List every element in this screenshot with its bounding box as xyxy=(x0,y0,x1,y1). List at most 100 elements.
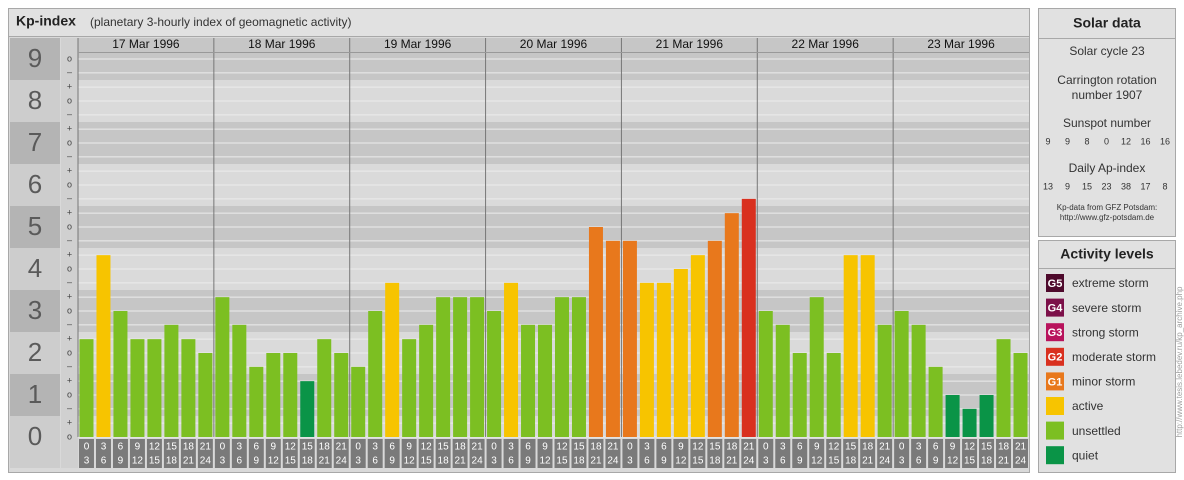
minor-tick-label: – xyxy=(67,109,72,119)
time-box xyxy=(214,439,230,468)
x-tick-label: 0 xyxy=(491,442,497,453)
bar xyxy=(402,339,417,437)
x-tick-label: 24 xyxy=(1015,456,1027,467)
sunspot-value: 16 xyxy=(1140,136,1150,146)
x-tick-label: 18 xyxy=(438,456,450,467)
bar xyxy=(809,297,824,437)
minor-column xyxy=(61,38,78,468)
x-tick-label: 15 xyxy=(421,456,433,467)
x-tick-label: 3 xyxy=(101,442,107,453)
time-box xyxy=(622,439,638,468)
bar xyxy=(673,269,688,437)
minor-tick-label: + xyxy=(67,124,72,134)
x-tick-label: 21 xyxy=(726,456,738,467)
minor-tick-label: + xyxy=(67,250,72,260)
time-box xyxy=(673,439,689,468)
minor-tick-label: o xyxy=(67,347,72,357)
x-tick-label: 6 xyxy=(101,456,107,467)
time-box xyxy=(265,439,281,468)
x-tick-label: 18 xyxy=(455,442,467,453)
x-tick-label: 9 xyxy=(525,456,531,467)
legend-swatch xyxy=(1046,397,1064,415)
x-tick-label: 15 xyxy=(845,442,857,453)
bar xyxy=(571,297,586,437)
x-tick-label: 18 xyxy=(726,442,738,453)
x-tick-label: 12 xyxy=(268,456,280,467)
x-tick-label: 21 xyxy=(607,442,619,453)
legend-label: minor storm xyxy=(1072,375,1135,389)
x-tick-label: 15 xyxy=(981,442,993,453)
bar xyxy=(639,282,654,437)
x-tick-label: 12 xyxy=(285,442,297,453)
y-label-box xyxy=(10,38,60,80)
minor-tick-label: – xyxy=(67,235,72,245)
x-tick-label: 9 xyxy=(950,442,956,453)
time-box xyxy=(741,439,757,468)
time-box xyxy=(163,439,179,468)
legend-code: G5 xyxy=(1048,278,1063,290)
x-tick-label: 12 xyxy=(404,456,416,467)
x-tick-label: 6 xyxy=(525,442,531,453)
time-box xyxy=(384,439,400,468)
bar xyxy=(775,324,790,437)
ap-value: 15 xyxy=(1082,181,1092,191)
time-box xyxy=(282,439,298,468)
bar xyxy=(266,353,281,437)
x-tick-label: 15 xyxy=(166,442,178,453)
minor-tick-label: + xyxy=(67,418,72,428)
y-tick-label: 1 xyxy=(28,379,42,409)
x-tick-label: 24 xyxy=(336,456,348,467)
bar xyxy=(928,366,943,437)
bar xyxy=(317,339,332,437)
bar xyxy=(758,311,773,437)
x-tick-label: 18 xyxy=(998,442,1010,453)
bar xyxy=(504,282,519,437)
x-tick-label: 9 xyxy=(933,456,939,467)
ap-value: 17 xyxy=(1140,181,1150,191)
bar xyxy=(521,324,536,437)
time-box xyxy=(724,439,740,468)
x-tick-label: 15 xyxy=(438,442,450,453)
x-tick-label: 18 xyxy=(709,456,721,467)
bar xyxy=(911,324,926,437)
x-tick-label: 15 xyxy=(709,442,721,453)
y-label-box xyxy=(10,122,60,164)
x-tick-label: 6 xyxy=(372,456,378,467)
ap-value: 8 xyxy=(1162,181,1167,191)
bar xyxy=(538,324,553,437)
bar xyxy=(996,339,1011,437)
time-box xyxy=(979,439,995,468)
minor-tick-label: + xyxy=(67,82,72,92)
minor-tick-label: + xyxy=(67,208,72,218)
x-tick-label: 12 xyxy=(675,456,687,467)
x-tick-label: 3 xyxy=(763,456,769,467)
x-tick-label: 9 xyxy=(797,456,803,467)
chart-title: Kp-index xyxy=(16,13,76,29)
time-box xyxy=(877,439,893,468)
x-tick-label: 6 xyxy=(916,456,922,467)
x-tick-label: 6 xyxy=(118,442,124,453)
minor-tick-label: – xyxy=(67,151,72,161)
x-tick-label: 21 xyxy=(319,456,331,467)
x-tick-label: 9 xyxy=(542,442,548,453)
time-box xyxy=(299,439,315,468)
x-tick-label: 15 xyxy=(302,442,314,453)
sunspot-value: 16 xyxy=(1160,136,1170,146)
minor-tick-label: + xyxy=(67,166,72,176)
time-box xyxy=(537,439,553,468)
x-tick-label: 18 xyxy=(573,456,585,467)
time-box xyxy=(928,439,944,468)
ap-value: 9 xyxy=(1065,181,1070,191)
bar xyxy=(894,311,909,437)
x-tick-label: 18 xyxy=(302,456,314,467)
legend-label: severe storm xyxy=(1072,301,1141,315)
x-tick-label: 3 xyxy=(644,442,650,453)
time-box xyxy=(197,439,213,468)
x-tick-label: 24 xyxy=(472,456,484,467)
legend-swatch xyxy=(1046,421,1064,440)
y-label-box xyxy=(10,80,60,122)
x-tick-label: 12 xyxy=(556,442,568,453)
bar xyxy=(945,395,960,437)
time-box xyxy=(248,439,264,468)
y-tick-label: 4 xyxy=(28,253,42,283)
